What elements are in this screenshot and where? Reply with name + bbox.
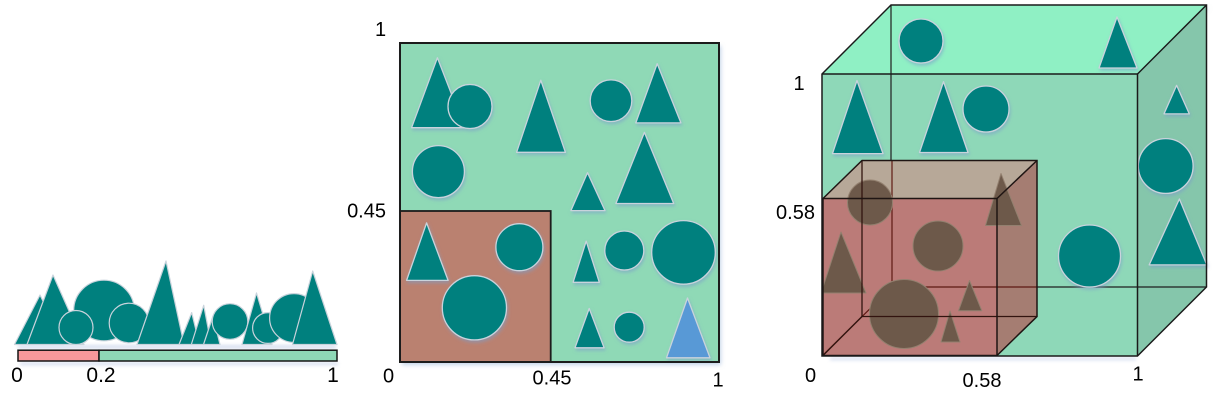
svg-text:1: 1 [1132, 364, 1143, 386]
svg-text:1: 1 [793, 73, 804, 95]
svg-text:0.45: 0.45 [347, 201, 386, 223]
svg-text:0.58: 0.58 [776, 202, 815, 224]
svg-text:0.2: 0.2 [86, 364, 115, 387]
svg-text:1: 1 [712, 370, 723, 392]
svg-text:0: 0 [383, 366, 394, 388]
svg-text:1: 1 [327, 364, 339, 387]
svg-text:0.58: 0.58 [963, 370, 1002, 392]
svg-text:0.45: 0.45 [533, 368, 572, 390]
svg-text:0: 0 [11, 364, 23, 387]
svg-text:1: 1 [375, 19, 386, 41]
svg-text:0: 0 [805, 365, 816, 387]
